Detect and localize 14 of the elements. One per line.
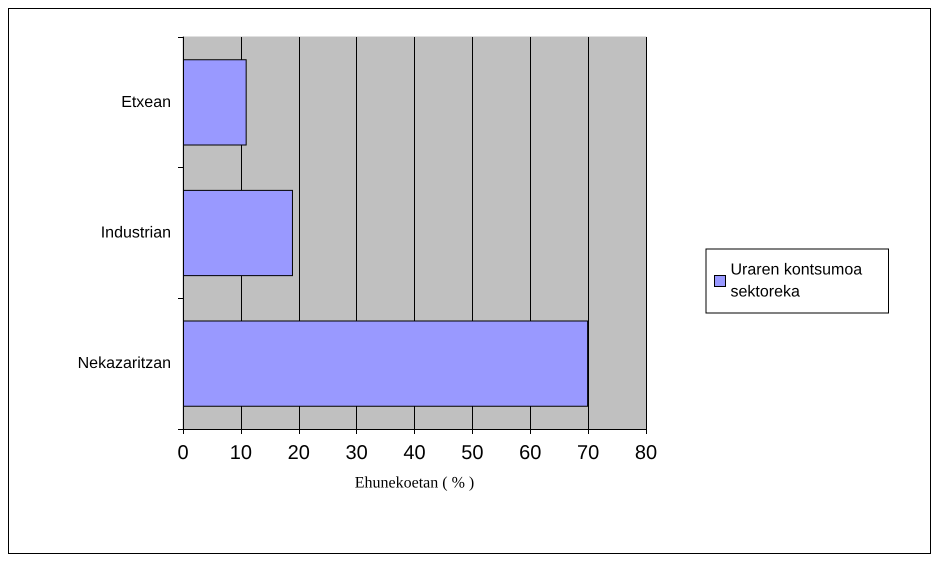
x-axis-title: Ehunekoetan ( % ) — [354, 474, 474, 492]
y-tick-label: Nekazaritzan — [78, 355, 171, 372]
x-tick-label: 80 — [634, 442, 658, 464]
x-tick-label: 60 — [519, 442, 542, 464]
x-tick-label: 20 — [288, 442, 310, 464]
y-tick-label: Industrian — [100, 224, 171, 242]
y-tick-label: Etxean — [121, 94, 171, 111]
x-tick-label: 40 — [403, 442, 426, 464]
x-tick-label: 30 — [346, 442, 368, 464]
legend-label: Uraren kontsumoa sektoreka — [730, 262, 867, 300]
x-tick-label: 50 — [461, 442, 484, 464]
x-tick-label: 0 — [177, 442, 189, 464]
x-tick-label: 70 — [577, 442, 600, 464]
x-tick-label: 10 — [230, 442, 252, 464]
